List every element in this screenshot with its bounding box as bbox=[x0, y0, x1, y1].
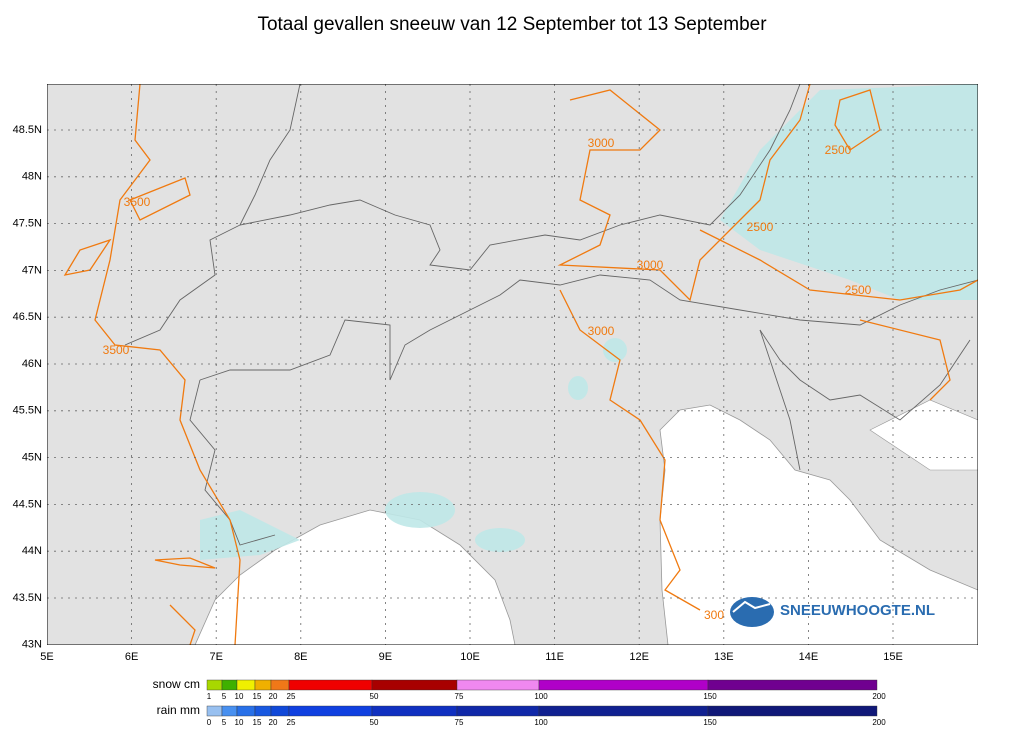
legend-tick: 25 bbox=[287, 692, 296, 701]
legend-swatch bbox=[456, 705, 540, 717]
legend-swatch bbox=[456, 679, 540, 691]
legend-tick: 75 bbox=[455, 718, 464, 727]
legend-swatch bbox=[270, 679, 290, 691]
snow-areas bbox=[200, 84, 978, 560]
lat-label: 45.5N bbox=[13, 405, 42, 417]
legend-tick: 50 bbox=[370, 718, 379, 727]
legend-swatch bbox=[221, 705, 238, 717]
lat-label: 48.5N bbox=[13, 124, 42, 136]
legend-swatch bbox=[707, 705, 878, 717]
legend-tick: 50 bbox=[370, 692, 379, 701]
title: Totaal gevallen sneeuw van 12 September … bbox=[257, 14, 767, 35]
legend-tick: 200 bbox=[872, 718, 886, 727]
legend-tick: 20 bbox=[269, 692, 278, 701]
legend-tick: 20 bbox=[269, 718, 278, 727]
legend-swatch bbox=[236, 705, 256, 717]
contour-label: 3000 bbox=[637, 258, 664, 272]
logo bbox=[730, 597, 774, 627]
legend-tick: 15 bbox=[253, 692, 262, 701]
lon-label: 12E bbox=[629, 651, 649, 663]
legend-tick: 0 bbox=[207, 718, 212, 727]
legend-tick: 15 bbox=[253, 718, 262, 727]
lon-label: 11E bbox=[545, 651, 564, 663]
legend-swatch bbox=[206, 679, 223, 691]
legend-tick: 25 bbox=[287, 718, 296, 727]
contour-label: 2500 bbox=[747, 220, 774, 234]
logo-text: SNEEUWHOOGTE.NL bbox=[780, 602, 935, 619]
contour-label: 3500 bbox=[103, 343, 130, 357]
legend-tick: 10 bbox=[235, 692, 244, 701]
legend-tick: 200 bbox=[872, 692, 886, 701]
legend-swatch bbox=[371, 679, 458, 691]
lon-label: 8E bbox=[294, 651, 307, 663]
lat-label: 43.5N bbox=[13, 592, 42, 604]
legend-tick: 150 bbox=[703, 692, 717, 701]
lat-label: 44.5N bbox=[13, 498, 42, 510]
lon-label: 13E bbox=[714, 651, 734, 663]
legend-swatch bbox=[371, 705, 458, 717]
legend-tick: 10 bbox=[235, 718, 244, 727]
lat-label: 46.5N bbox=[13, 311, 42, 323]
legend-tick: 5 bbox=[222, 692, 227, 701]
map-area bbox=[47, 84, 978, 645]
lon-label: 9E bbox=[379, 651, 392, 663]
legend-tick: 5 bbox=[222, 718, 227, 727]
legend-swatch bbox=[538, 705, 709, 717]
legend-tick: 75 bbox=[455, 692, 464, 701]
lat-label: 47N bbox=[22, 264, 42, 276]
legend-tick: 100 bbox=[534, 692, 548, 701]
lon-label: 6E bbox=[125, 651, 138, 663]
legend-tick: 150 bbox=[703, 718, 717, 727]
lat-label: 45N bbox=[22, 452, 42, 464]
legend-swatch bbox=[538, 679, 709, 691]
lat-label: 47.5N bbox=[13, 218, 42, 230]
legend-swatch bbox=[254, 705, 272, 717]
borders bbox=[124, 84, 978, 546]
legend-swatch bbox=[221, 679, 238, 691]
legend-swatch bbox=[288, 679, 373, 691]
legend-swatch bbox=[254, 679, 272, 691]
lat-label: 46N bbox=[22, 358, 42, 370]
legend-label: snow cm bbox=[153, 677, 200, 691]
contour-label: 2500 bbox=[825, 143, 852, 157]
contour-label: 300 bbox=[704, 608, 724, 622]
lon-label: 15E bbox=[883, 651, 903, 663]
contours bbox=[63, 84, 978, 645]
lon-label: 7E bbox=[209, 651, 222, 663]
contour-label: 3500 bbox=[124, 195, 151, 209]
legend-tick: 100 bbox=[534, 718, 548, 727]
legend-tick: 1 bbox=[207, 692, 212, 701]
contour-label: 3000 bbox=[588, 324, 615, 338]
legend-swatch bbox=[288, 705, 373, 717]
lat-label: 44N bbox=[22, 545, 42, 557]
legend-swatch bbox=[236, 679, 256, 691]
lat-label: 48N bbox=[22, 171, 42, 183]
legend-swatch bbox=[206, 705, 223, 717]
contour-label: 2500 bbox=[845, 283, 872, 297]
lon-label: 10E bbox=[460, 651, 480, 663]
legend-swatch bbox=[270, 705, 290, 717]
legend-swatch bbox=[707, 679, 878, 691]
lon-label: 5E bbox=[40, 651, 53, 663]
lon-label: 14E bbox=[799, 651, 819, 663]
legend-label: rain mm bbox=[157, 703, 200, 717]
contour-label: 3000 bbox=[588, 136, 615, 150]
graticule bbox=[47, 84, 978, 645]
lat-label: 43N bbox=[22, 639, 42, 651]
